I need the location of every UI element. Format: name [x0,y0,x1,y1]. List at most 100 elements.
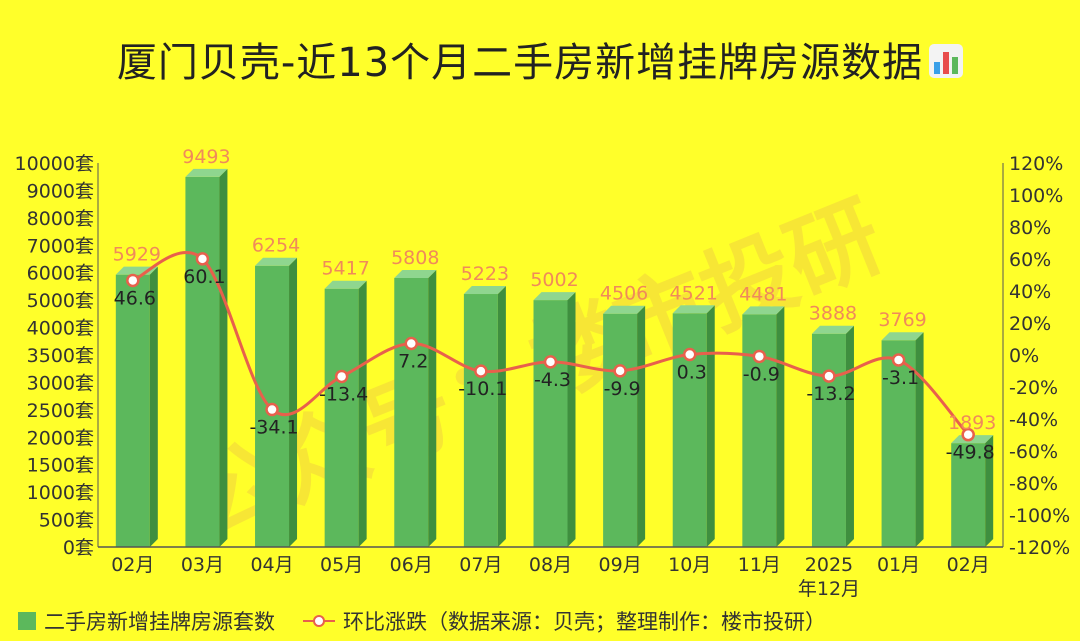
bar-value-label: 5223 [461,263,509,285]
bar-side [289,257,298,547]
y-left-tick-label: 7000套 [27,235,94,257]
bar-side [845,325,854,547]
y-right-tick-label: -80% [1009,473,1058,495]
line-value-label: -3.1 [882,367,919,389]
x-tick-label: 2025 [805,554,853,576]
y-right-tick-label: 0% [1009,345,1039,367]
line-value-label: 7.2 [398,350,428,372]
y-right-tick-label: -20% [1009,377,1058,399]
bar [115,274,150,547]
y-left-tick-label: 3500套 [27,345,94,367]
bar [811,333,846,547]
bar-value-label: 9493 [182,146,230,168]
x-tick-label: 02月 [111,554,154,576]
x-tick-label: 09月 [599,554,642,576]
bar-chart-icon [929,42,964,88]
line-value-label: -0.9 [743,363,780,385]
line-value-label: 0.3 [677,362,707,384]
bar-side [428,269,437,547]
y-left-tick-label: 2500套 [27,400,94,422]
line-point [752,349,767,364]
bar-side [915,332,924,547]
x-tick-label: 10月 [668,554,711,576]
line-point [613,364,627,378]
y-left-tick-label: 4000套 [27,318,94,340]
line-value-label: -34.1 [249,417,298,439]
line-value-label: 60.1 [183,266,225,288]
y-left-tick-label: 5000套 [27,290,94,312]
line-value-label: -4.3 [534,369,571,391]
y-right-tick-label: 80% [1009,217,1051,239]
bar-value-label: 5417 [321,258,369,280]
line-point [543,355,558,369]
bar-top [811,325,854,334]
bar-top [672,305,715,314]
y-right-tick-label: -40% [1009,409,1058,431]
line-point [822,369,836,383]
bar-top [881,332,924,341]
bar [394,277,429,547]
bar [324,288,359,547]
bar-side [706,305,715,547]
y-right-tick-label: 20% [1009,313,1051,335]
x-tick-label: 11月 [738,554,781,576]
bar-side [567,292,576,547]
line-point [265,402,279,417]
y-left-tick-label: 1000套 [27,482,94,504]
bar-side [497,286,506,547]
line-value-label: -9.9 [604,378,641,400]
y-left-tick-label: 8000套 [27,208,94,230]
legend-bar-swatch [18,612,36,630]
legend-bar-label[interactable]: 二手房新增挂牌房源套数 [44,610,275,634]
x-tick-label: 07月 [459,554,502,576]
bar [463,294,498,547]
combo-chart: 公众号：楼市投研0套500套1000套1500套2000套2500套3000套3… [15,146,1071,600]
y-right-tick-label: 60% [1009,249,1051,271]
bar-value-label: 4481 [739,283,787,305]
bar [185,176,220,547]
x-tick-label: 02月 [947,554,990,576]
bar-value-label: 3769 [878,309,926,331]
bar-side [149,266,158,547]
y-left-tick-label: 3000套 [27,372,94,394]
y-left-tick-label: 10000套 [15,153,94,175]
bar-side [358,280,367,547]
y-right-tick-label: 100% [1009,185,1063,207]
line-point [891,353,906,367]
x-tick-label: 05月 [320,554,363,576]
bar-value-label: 5929 [113,244,161,266]
line-point [682,347,697,362]
bar [881,340,916,547]
y-left-tick-label: 1500套 [27,455,94,477]
chart-title: 厦门贝壳-近13个月二手房新增挂牌房源数据 [0,30,1080,88]
y-left-tick-label: 2000套 [27,427,94,449]
legend-line-swatch [303,612,335,630]
y-left-tick-label: 6000套 [27,263,94,285]
bar-value-label: 5808 [391,247,439,269]
line-point [474,364,488,378]
bar-side [776,306,785,547]
y-right-tick-label: -60% [1009,441,1058,463]
bar-top [324,280,367,289]
line-value-label: 46.6 [114,287,156,309]
x-tick-label: 08月 [529,554,572,576]
line-point [404,336,419,351]
y-left-tick-label: 500套 [39,510,94,532]
x-tick-label: 06月 [390,554,433,576]
bar [951,443,986,547]
legend-line-label[interactable]: 环比涨跌（数据来源：贝壳；整理制作：楼市投研） [343,610,826,634]
bar-value-label: 4506 [600,283,648,305]
bar-top [603,305,646,314]
line-point [126,273,140,288]
bar-top [255,257,298,266]
x-tick-label: 年12月 [798,578,860,600]
y-left-tick-label: 0套 [63,537,94,559]
bar-value-label: 5002 [530,269,578,291]
bar-value-label: 6254 [252,235,300,257]
y-right-tick-label: 120% [1009,153,1063,175]
y-right-tick-label: 40% [1009,281,1051,303]
line-point [334,369,349,384]
x-tick-label: 03月 [181,554,224,576]
bar-top [394,269,437,278]
